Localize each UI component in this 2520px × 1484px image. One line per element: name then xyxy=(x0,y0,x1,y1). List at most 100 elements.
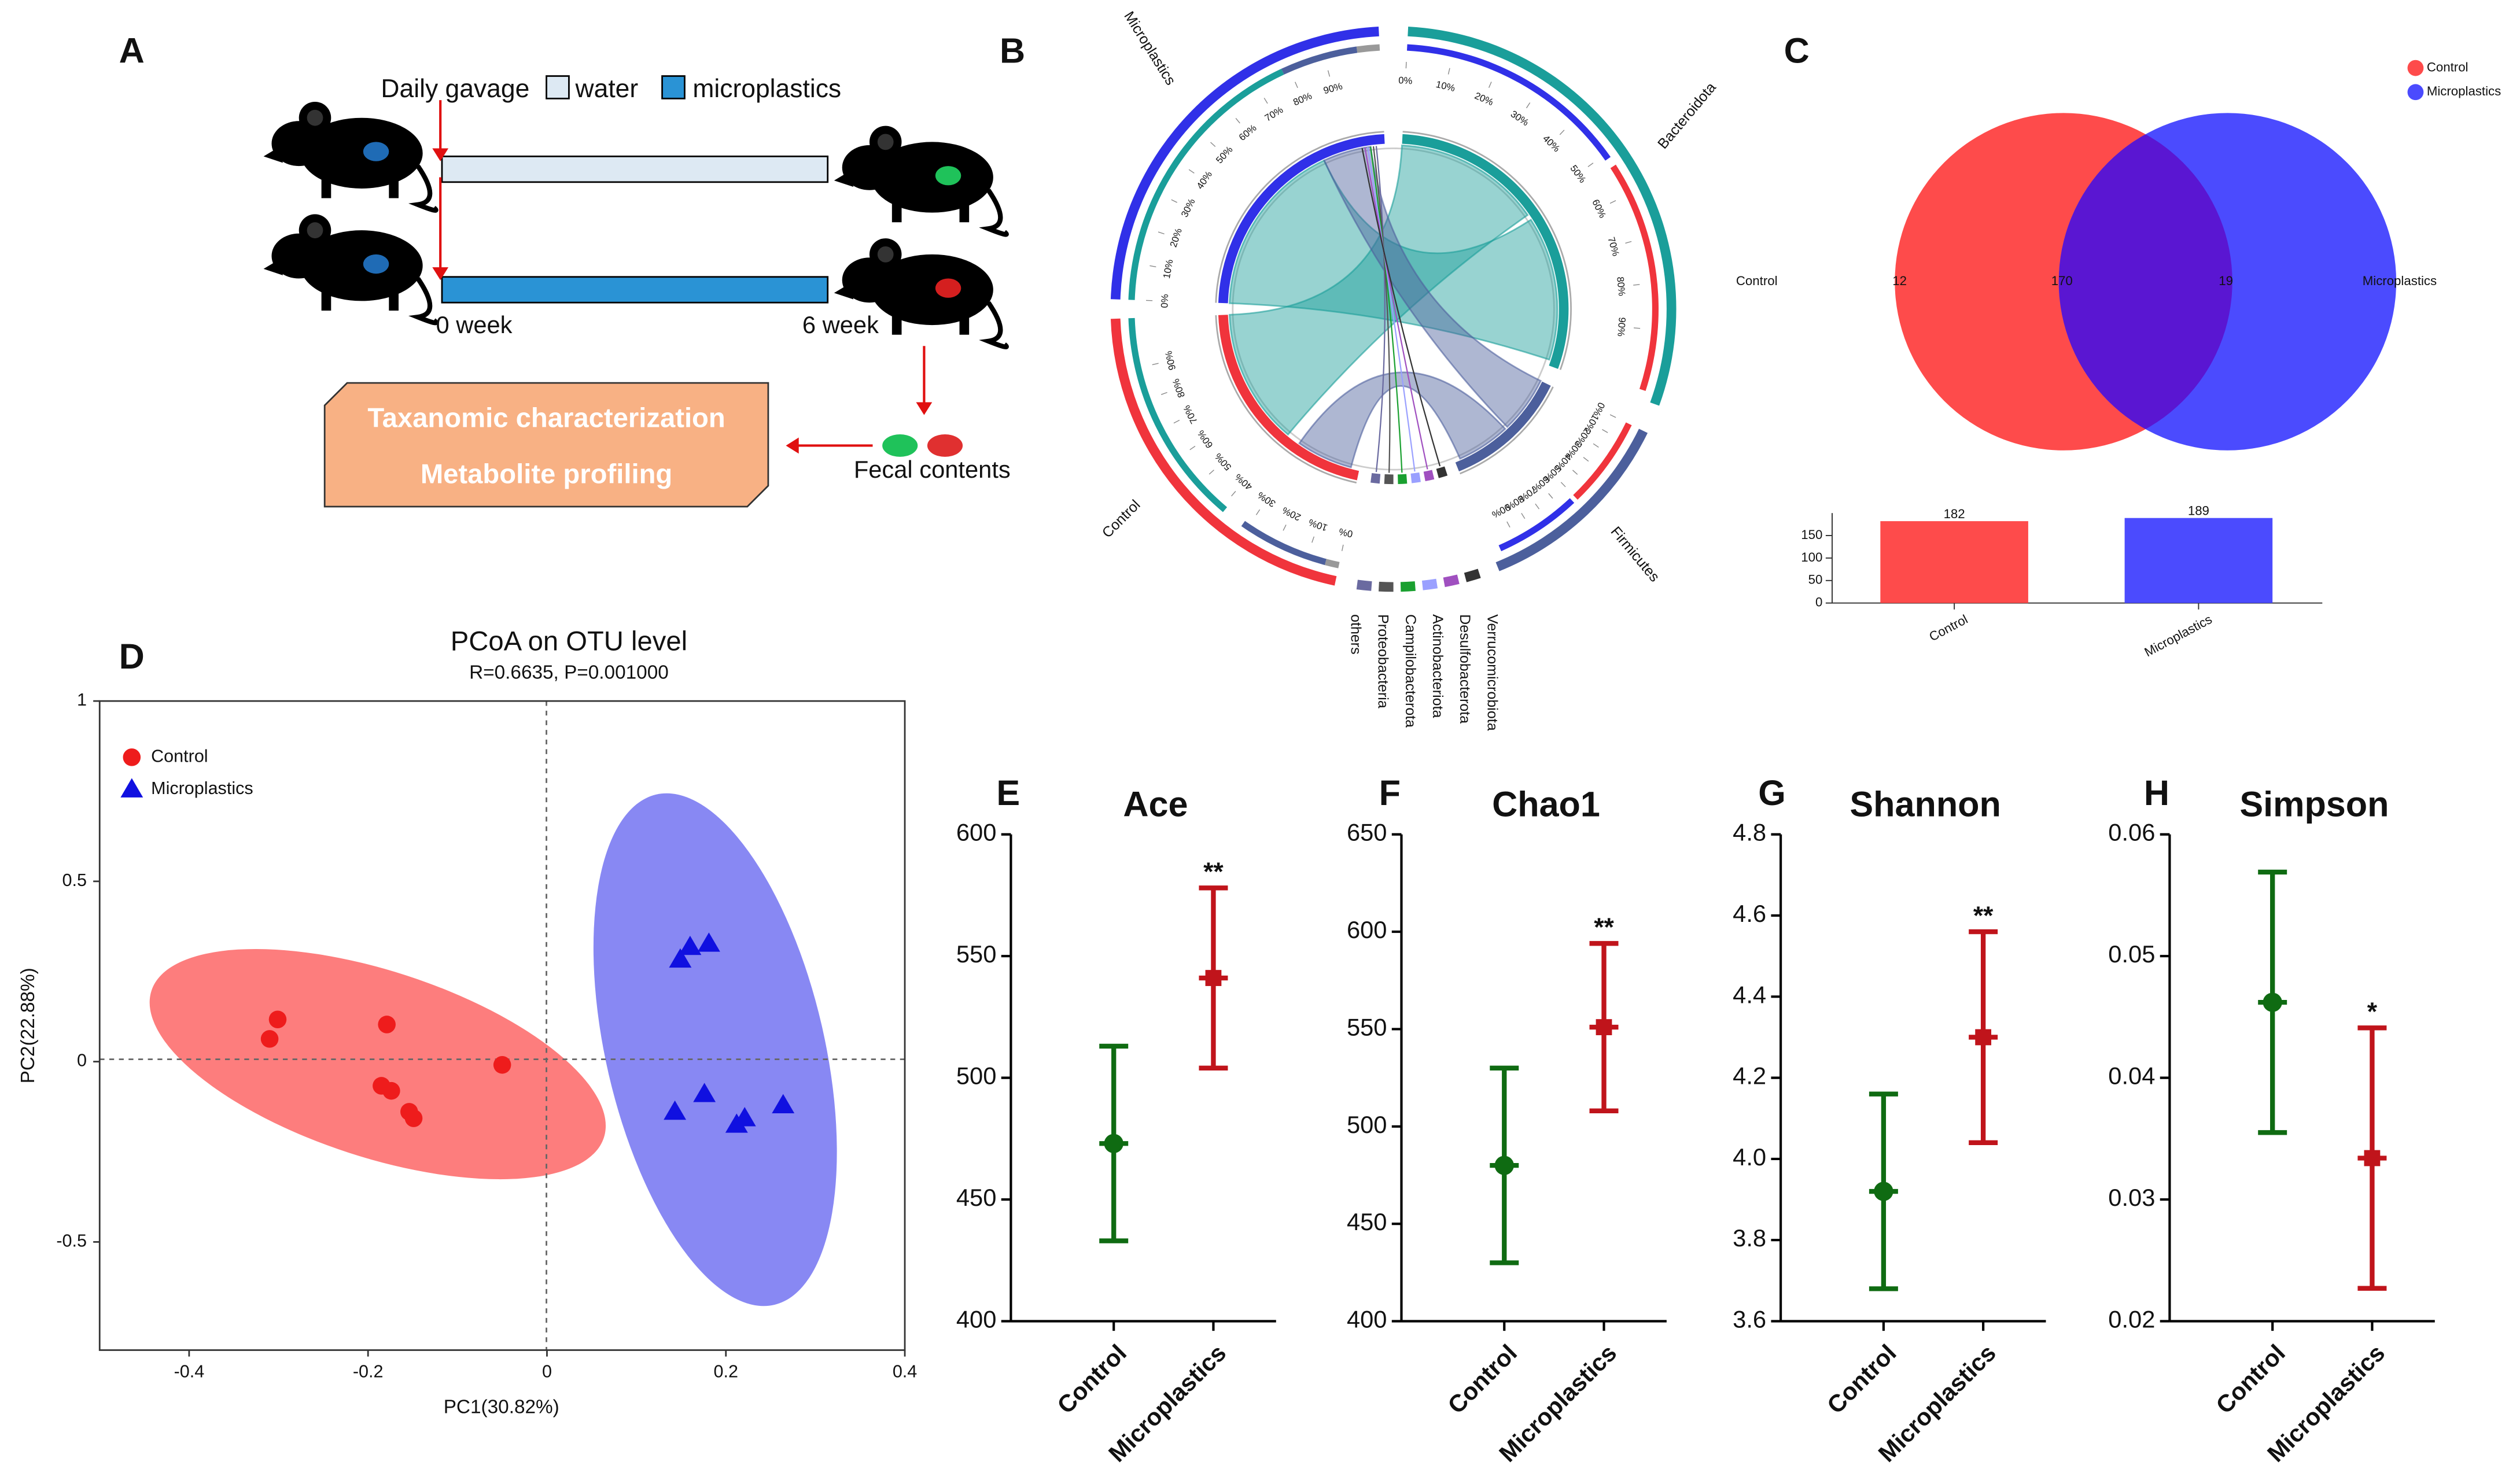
x-tick-label: -0.2 xyxy=(353,1361,384,1381)
dot xyxy=(882,434,918,457)
point xyxy=(697,932,720,952)
legend-label: Control xyxy=(2427,60,2469,74)
bar-value-label: 182 xyxy=(1944,507,1965,521)
y-tick-label: 0.04 xyxy=(2108,1062,2155,1090)
phylum-arc xyxy=(1378,581,1394,592)
ellipses xyxy=(100,701,905,1350)
panel-letter: B xyxy=(1000,31,1025,71)
panel-letter: E xyxy=(996,773,1020,813)
phylum-label: Proteobacteria xyxy=(1375,614,1391,708)
ring-tick-label: 60% xyxy=(1590,198,1608,220)
schematic: Daily gavage water microplastics 0 week … xyxy=(264,75,1011,508)
point xyxy=(664,1100,687,1120)
legend-label: Microplastics xyxy=(151,778,253,798)
y-tick-label: 3.6 xyxy=(1733,1305,1766,1332)
label: Metabolite profiling xyxy=(421,459,672,490)
ring-tick-label: 60% xyxy=(1237,122,1259,143)
ring-tick xyxy=(1171,199,1178,203)
ring-tick xyxy=(1150,265,1156,268)
venn-count: 19 xyxy=(2219,274,2233,288)
point xyxy=(382,1081,400,1100)
y-tick-label: 400 xyxy=(1347,1305,1387,1332)
phylum-label: Verrucomicrobiota xyxy=(1484,614,1500,731)
x-tick-label: Control xyxy=(1926,612,1970,644)
point xyxy=(378,1016,396,1033)
label: 6 week xyxy=(802,311,879,338)
label: Fecal contents xyxy=(854,456,1011,483)
ring-tick-label: 50% xyxy=(1214,144,1235,166)
ring-tick-label: 80% xyxy=(1170,377,1187,399)
ring-tick-label: 60% xyxy=(1195,428,1215,450)
ring-tick xyxy=(1188,169,1195,174)
x-tick-label: 0 xyxy=(542,1361,552,1381)
composition-arc xyxy=(1573,422,1632,500)
chord-thread xyxy=(1364,147,1428,470)
label: Taxanomic characterization xyxy=(367,403,725,433)
ring-tick-label: 90% xyxy=(1490,501,1512,520)
y-tick-label: 500 xyxy=(956,1062,997,1090)
ring-tick-label: 10% xyxy=(1307,516,1329,533)
phylum-label: Actinobacteriota xyxy=(1430,614,1446,718)
y-tick-label: 4.0 xyxy=(1733,1143,1766,1171)
mean-marker xyxy=(1205,970,1222,986)
legend-label: Control xyxy=(151,746,208,766)
chart-subtitle: R=0.6635, P=0.001000 xyxy=(469,662,669,684)
ring-tick-label: 40% xyxy=(1233,471,1255,492)
segment-label: Control xyxy=(1099,497,1144,541)
ring-tick xyxy=(1535,503,1540,510)
composition-arc xyxy=(1128,68,1284,300)
ring-tick xyxy=(1559,130,1565,135)
inner-circle xyxy=(1232,147,1555,471)
mouse xyxy=(834,126,1007,235)
segment-label: Bacteroidota xyxy=(1655,79,1719,152)
ring-tick xyxy=(1583,457,1589,462)
legend-dot xyxy=(2407,84,2424,101)
x-tick-label: Control xyxy=(2210,1339,2290,1419)
chord-thread xyxy=(1367,147,1416,472)
phylum-arc xyxy=(1443,574,1460,588)
inner-arc xyxy=(1218,315,1360,481)
ring-tick-label: 30% xyxy=(1179,197,1198,219)
point xyxy=(669,948,692,968)
dot xyxy=(363,254,389,274)
ring-tick-label: 80% xyxy=(1291,90,1313,108)
point xyxy=(404,1109,423,1127)
panel-letter: D xyxy=(119,637,145,676)
chord-diagram: Verrucomicrobiota Desulfobacterota Actinob… xyxy=(1099,9,1719,731)
ring-tick-label: 70% xyxy=(1181,403,1199,426)
ring-tick xyxy=(1210,142,1216,147)
dot xyxy=(363,142,389,161)
x-tick-label: 0.4 xyxy=(893,1361,917,1381)
label: 0 week xyxy=(436,311,513,338)
x-tick-label: 0.2 xyxy=(714,1361,738,1381)
ring-tick xyxy=(1283,525,1287,531)
point xyxy=(733,1107,756,1127)
x-axis-label: PC1(30.82%) xyxy=(444,1396,559,1417)
composition-arc xyxy=(1241,520,1327,566)
mean-marker xyxy=(1874,1182,1893,1201)
y-tick-label: 550 xyxy=(1347,1013,1387,1040)
bar xyxy=(1880,521,2028,603)
ring-tick xyxy=(1526,102,1531,109)
significance: ** xyxy=(1973,902,1994,930)
ring-tick-label: 10% xyxy=(1435,79,1456,94)
ring-tick xyxy=(1593,443,1599,448)
ring-tick xyxy=(1506,521,1510,528)
chord-thread xyxy=(1361,147,1441,467)
plot-frame xyxy=(98,700,906,1351)
ring-tick xyxy=(1609,414,1616,418)
legend-marker xyxy=(120,778,143,798)
ring-tick xyxy=(1609,200,1616,204)
ring-tick xyxy=(1521,513,1526,519)
ring-tick xyxy=(1572,470,1578,475)
ring-tick xyxy=(1152,363,1159,366)
ring-tick-label: 0% xyxy=(1398,75,1413,86)
mean-marker xyxy=(2263,992,2282,1012)
mean-marker xyxy=(1596,1019,1612,1035)
phylum-label: Desulfobacterota xyxy=(1457,614,1473,723)
ring-tick-label: 70% xyxy=(1605,236,1621,257)
y-tick-label: 0.06 xyxy=(2108,819,2155,846)
composition-arc xyxy=(1324,559,1340,569)
y-tick-label: -0.5 xyxy=(56,1231,87,1251)
